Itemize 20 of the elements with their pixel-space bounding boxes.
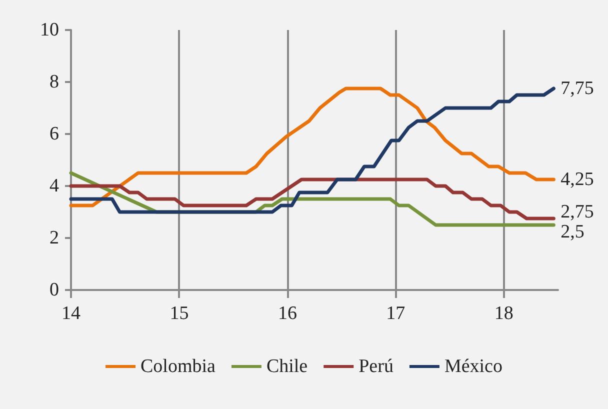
y-tick-label: 2 bbox=[50, 228, 59, 248]
x-tick-label: 14 bbox=[62, 303, 81, 324]
x-tick-label: 15 bbox=[170, 303, 189, 324]
legend-label: México bbox=[444, 356, 502, 377]
y-tick-label: 4 bbox=[50, 176, 60, 196]
line-series bbox=[69, 178, 556, 220]
x-tick-label: 16 bbox=[278, 303, 297, 324]
data-label: 7,75 bbox=[560, 78, 594, 99]
y-tick-label: 6 bbox=[50, 124, 59, 144]
legend-label: Chile bbox=[266, 356, 308, 377]
x-tick-label: 17 bbox=[386, 303, 406, 324]
y-tick-label: 8 bbox=[50, 72, 59, 92]
y-tick-label: 0 bbox=[50, 280, 59, 300]
data-label: 4,25 bbox=[560, 169, 594, 190]
y-tick-label: 10 bbox=[40, 20, 59, 40]
legend-label: Perú bbox=[358, 356, 394, 377]
legend-label: Colombia bbox=[140, 356, 216, 377]
data-label: 2,75 bbox=[560, 201, 594, 222]
data-label: 2,5 bbox=[560, 221, 584, 242]
x-tick-label: 18 bbox=[494, 303, 514, 324]
